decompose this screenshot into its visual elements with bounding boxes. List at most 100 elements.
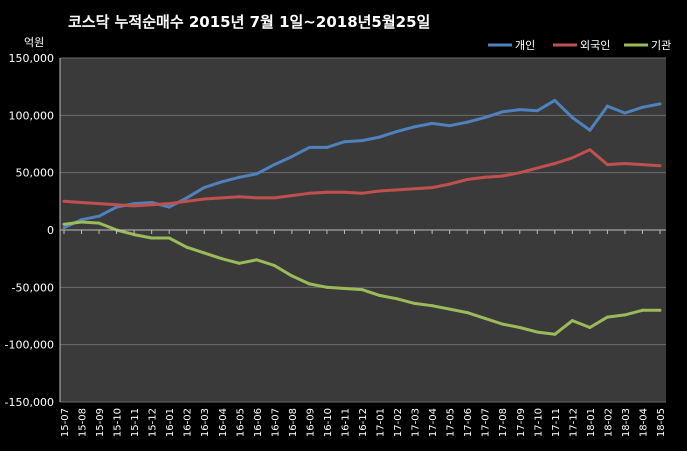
data-point — [640, 163, 644, 167]
data-point — [255, 172, 259, 176]
data-point — [307, 191, 311, 195]
data-point — [115, 203, 119, 207]
data-point — [167, 236, 171, 240]
data-point — [80, 218, 84, 222]
data-point — [430, 304, 434, 308]
data-point — [220, 257, 224, 261]
data-point — [500, 174, 504, 178]
x-tick-label: 16-04 — [218, 408, 229, 437]
data-point — [605, 315, 609, 319]
data-point — [220, 180, 224, 184]
data-point — [378, 189, 382, 193]
x-tick-label: 17-12 — [568, 408, 579, 437]
data-point — [483, 175, 487, 179]
x-tick-label: 17-07 — [481, 408, 492, 437]
y-axis-unit-label: 억원 — [24, 36, 44, 49]
data-point — [658, 102, 662, 106]
data-point — [570, 116, 574, 120]
data-point — [448, 182, 452, 186]
x-tick-label: 18-01 — [586, 408, 597, 437]
data-point — [360, 288, 364, 292]
data-point — [237, 175, 241, 179]
data-point — [640, 105, 644, 109]
data-point — [80, 200, 84, 204]
chart-title: 코스닥 누적순매수 2015년 7월 1일~2018년5월25일 — [68, 13, 430, 31]
data-point — [272, 163, 276, 167]
data-point — [185, 199, 189, 203]
data-point — [62, 222, 66, 226]
data-point — [483, 316, 487, 320]
data-point — [255, 258, 259, 262]
data-point — [325, 190, 329, 194]
data-point — [395, 297, 399, 301]
data-point — [430, 186, 434, 190]
x-tick-label: 17-03 — [411, 408, 422, 437]
data-point — [535, 330, 539, 334]
data-point — [62, 226, 66, 230]
data-point — [395, 129, 399, 133]
data-point — [360, 191, 364, 195]
x-tick-label: 16-09 — [305, 408, 316, 437]
x-tick-label: 17-04 — [428, 408, 439, 437]
data-point — [570, 319, 574, 323]
y-tick-label: -100,000 — [5, 339, 54, 352]
data-point — [588, 148, 592, 152]
data-point — [290, 274, 294, 278]
x-tick-label: 16-03 — [200, 408, 211, 437]
data-point — [378, 135, 382, 139]
data-point — [448, 124, 452, 128]
x-tick-label: 15-11 — [130, 408, 141, 437]
x-tick-label: 16-08 — [288, 408, 299, 437]
data-point — [518, 108, 522, 112]
data-point — [640, 308, 644, 312]
data-point — [500, 110, 504, 114]
x-tick-label: 17-10 — [533, 408, 544, 437]
y-tick-label: 0 — [47, 224, 54, 237]
x-tick-label: 16-11 — [340, 408, 351, 437]
data-point — [272, 264, 276, 268]
data-point — [588, 128, 592, 132]
axes — [59, 58, 666, 402]
data-point — [605, 104, 609, 108]
data-point — [167, 202, 171, 206]
x-tick-label: 17-08 — [498, 408, 509, 437]
data-point — [605, 163, 609, 167]
data-point — [237, 261, 241, 265]
data-point — [465, 311, 469, 315]
data-point — [623, 161, 627, 165]
data-point — [553, 332, 557, 336]
data-point — [342, 140, 346, 144]
y-tick-label: 100,000 — [9, 109, 55, 122]
data-point — [97, 202, 101, 206]
data-point — [360, 139, 364, 143]
x-tick-label: 18-02 — [603, 408, 614, 437]
data-point — [413, 187, 417, 191]
x-tick-label: 15-12 — [148, 408, 159, 437]
data-point — [378, 293, 382, 297]
x-tick-label: 18-03 — [621, 408, 632, 437]
data-point — [80, 220, 84, 224]
x-tick-label: 17-01 — [376, 408, 387, 437]
data-point — [255, 196, 259, 200]
data-point — [535, 109, 539, 113]
data-point — [570, 156, 574, 160]
data-point — [202, 186, 206, 190]
data-point — [658, 164, 662, 168]
data-point — [535, 166, 539, 170]
data-point — [342, 190, 346, 194]
data-point — [448, 307, 452, 311]
legend-label: 기관 — [651, 39, 671, 52]
data-point — [185, 196, 189, 200]
x-tick-label: 17-02 — [393, 408, 404, 437]
data-point — [97, 221, 101, 225]
data-point — [658, 308, 662, 312]
data-point — [465, 178, 469, 182]
x-tick-label: 18-05 — [656, 408, 667, 437]
data-point — [290, 194, 294, 198]
x-tick-label: 15-07 — [60, 408, 71, 437]
data-point — [413, 301, 417, 305]
data-point — [500, 322, 504, 326]
x-tick-label: 16-10 — [323, 408, 334, 437]
data-point — [553, 98, 557, 102]
